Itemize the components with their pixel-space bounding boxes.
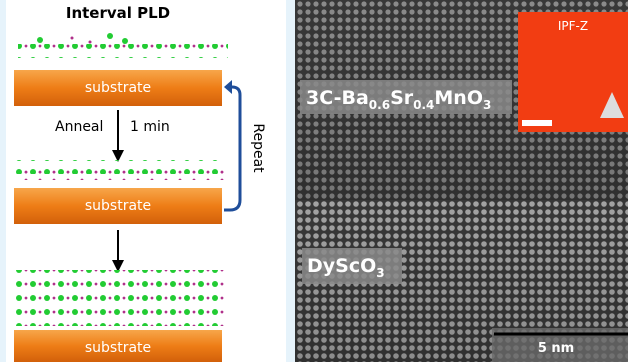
page: Interval PLD substrate Anneal 1 min subs…	[0, 0, 628, 362]
title: Interval PLD	[66, 4, 170, 22]
film-layer	[16, 160, 226, 180]
inset-scale	[522, 120, 552, 126]
inset-title: IPF-Z	[558, 19, 588, 33]
scale-label: 5 nm	[538, 341, 574, 356]
substrate-label: substrate	[85, 198, 151, 214]
substrate-label: substrate	[85, 80, 151, 96]
substrate-label: substrate	[85, 340, 151, 356]
anneal: Anneal	[55, 119, 103, 135]
repeat: Repeat	[250, 123, 266, 173]
time: 1 min	[130, 119, 170, 135]
substrate-label: DyScO3	[307, 255, 385, 280]
thick-film	[16, 270, 226, 326]
figure: Interval PLD substrate Anneal 1 min subs…	[0, 0, 628, 362]
film-label: 3C-Ba0.6Sr0.4MnO3	[306, 87, 491, 112]
